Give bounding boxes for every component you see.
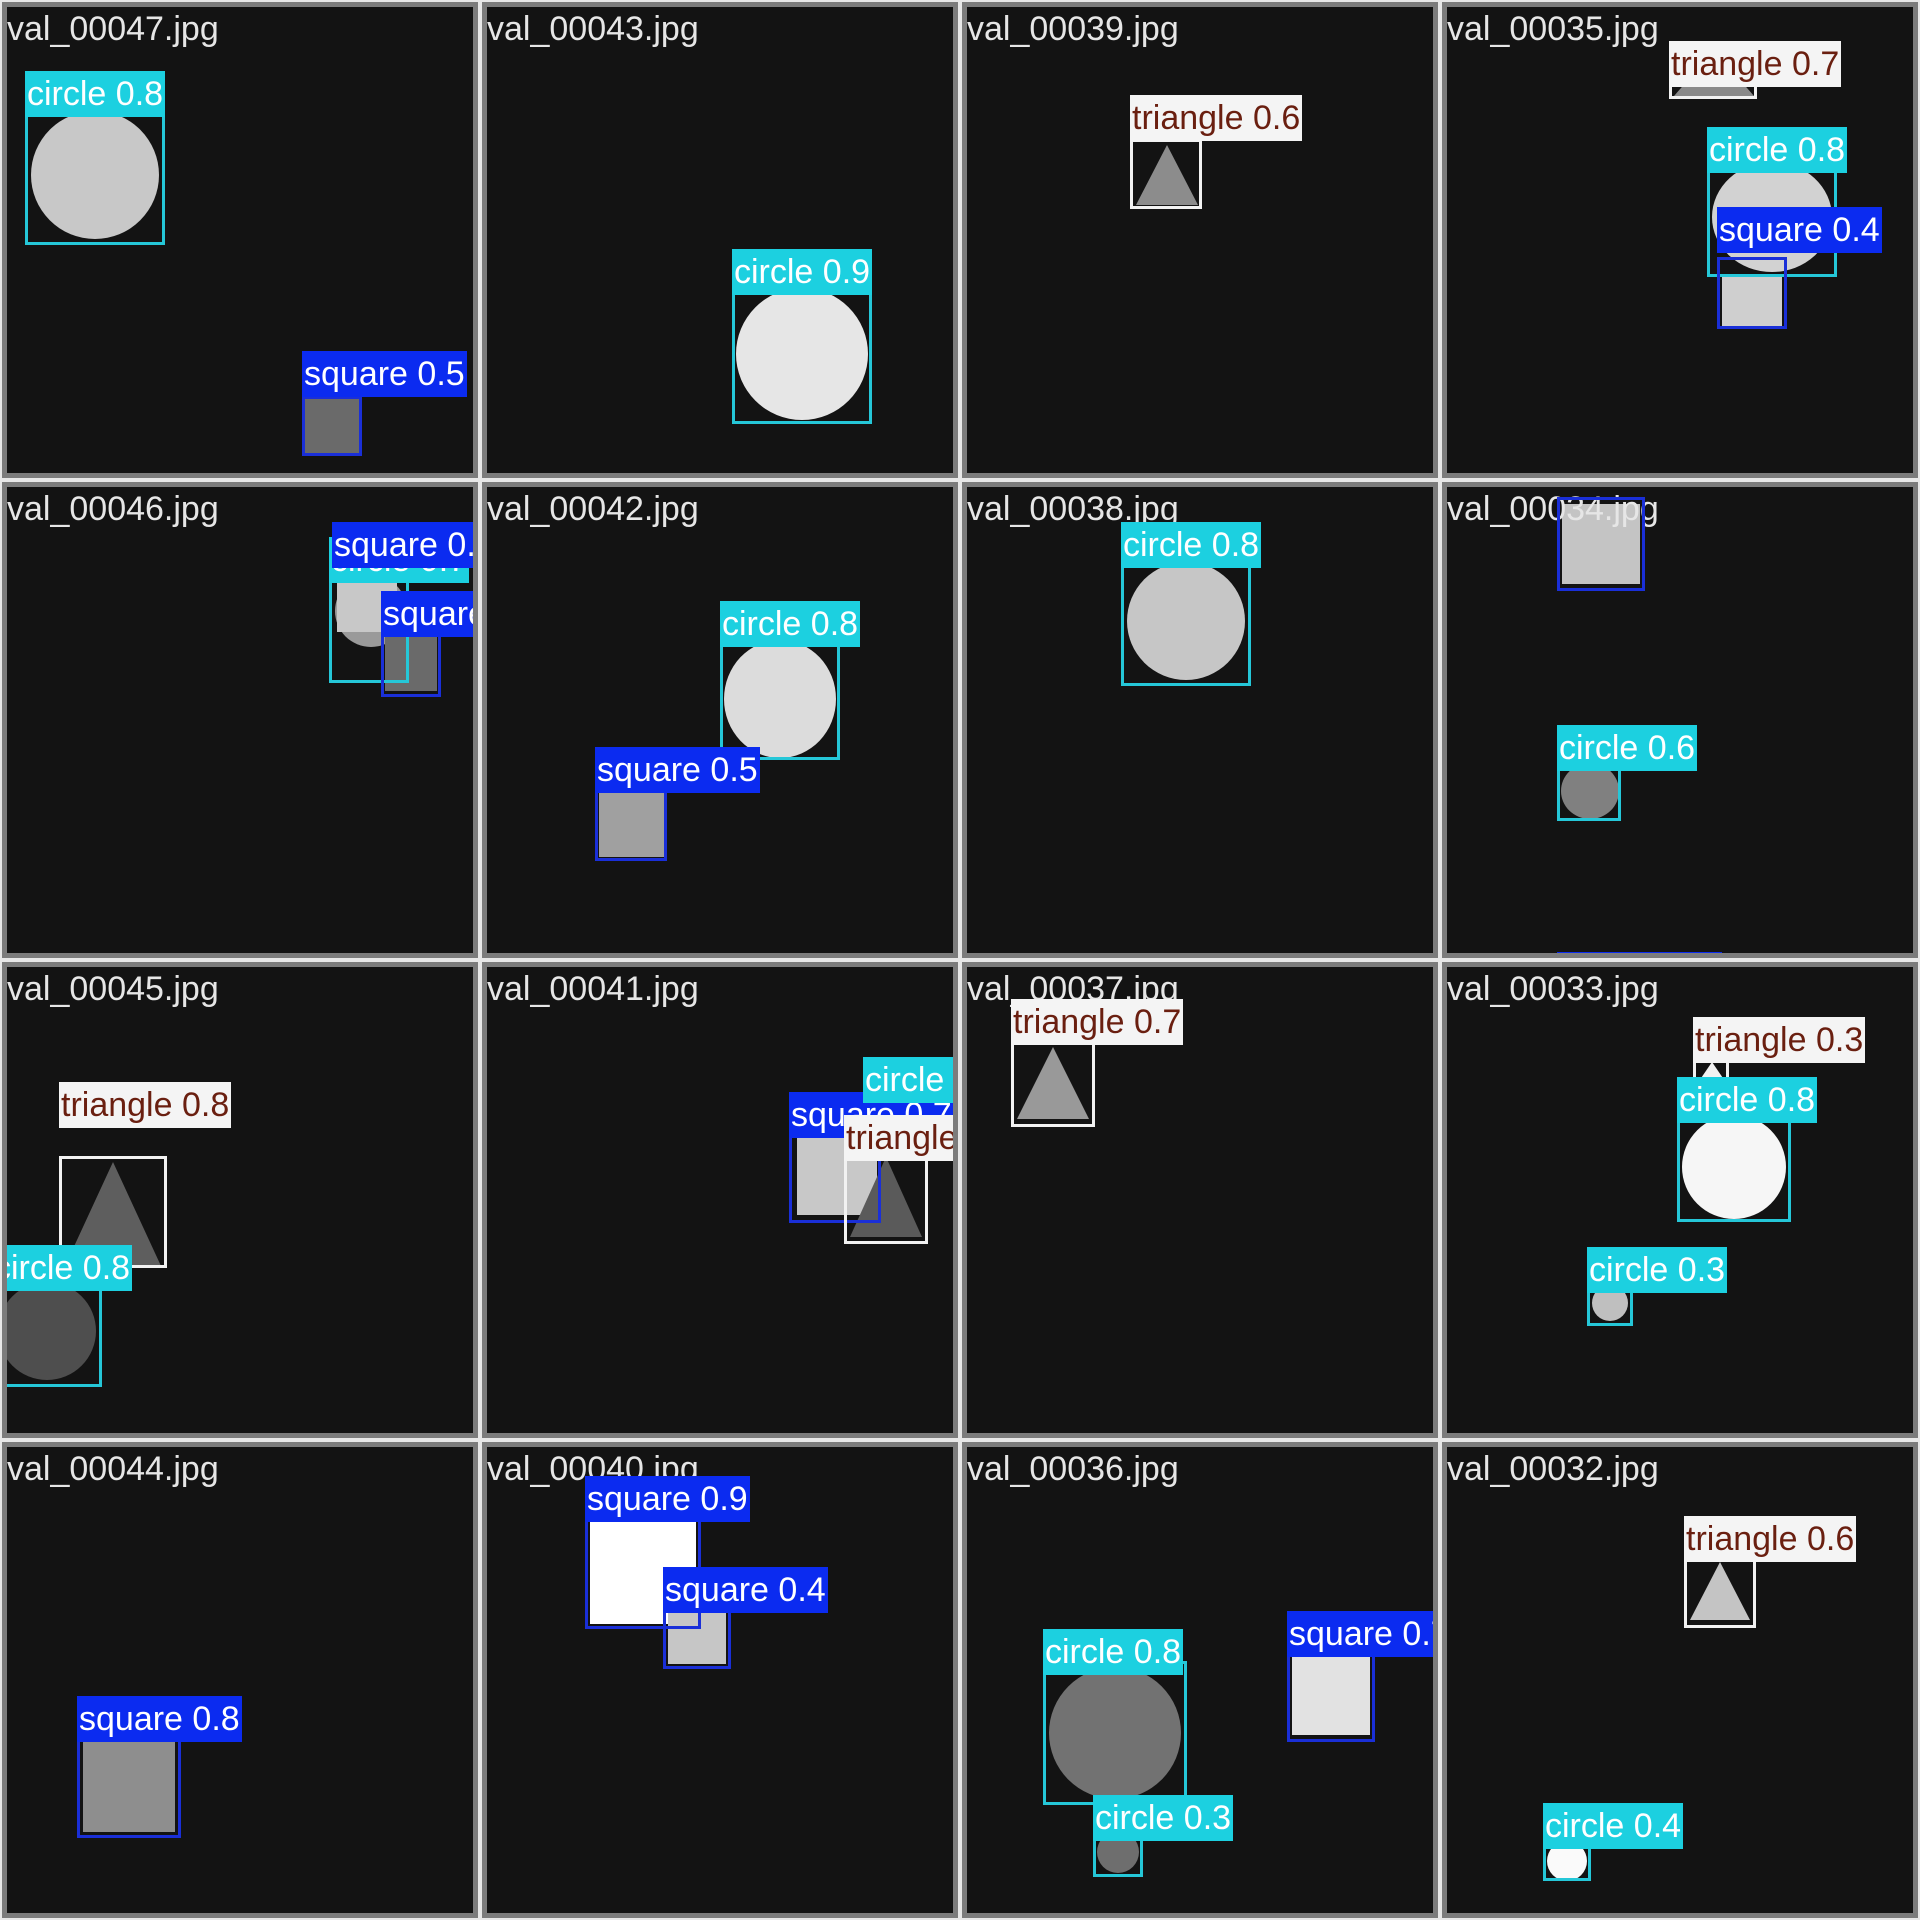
triangle-prediction-label: triangle 0.6 [1130, 95, 1303, 141]
square-prediction-label: square 0.5 [302, 351, 467, 397]
circle-object [31, 111, 159, 239]
triangle-prediction-label: triangle 0.8 [59, 1082, 232, 1128]
square-prediction-label: square 0.4 [1717, 207, 1882, 253]
mosaic-tile: val_00038.jpg circle 0.8 [960, 480, 1440, 960]
square-prediction-label: square 0.7 [332, 522, 473, 568]
square-prediction-label: square 0.9 [585, 1476, 750, 1522]
circle-prediction-label: circle 0.6 [1557, 725, 1698, 771]
circle-bounding-box [1677, 1110, 1791, 1222]
circle-object [724, 640, 836, 758]
tile-filename: val_00041.jpg [487, 970, 699, 1008]
mosaic-tile: val_00040.jpg square 0.9 square 0.4 [480, 1440, 960, 1920]
mosaic-tile: val_00033.jpg triangle 0.3 circle 0.8 circl… [1440, 960, 1920, 1440]
circle-prediction-label: circle 0.8 [1677, 1077, 1818, 1123]
mosaic-tile: val_00039.jpg triangle 0.6 [960, 0, 1440, 480]
circle-prediction-label: circle 0.8 [1121, 522, 1262, 568]
square-bounding-box [595, 787, 667, 861]
circle-object [1561, 763, 1619, 819]
circle-prediction-label: circle 0.4 [1543, 1803, 1684, 1849]
square-prediction-label: square 0.7 [1287, 1611, 1433, 1657]
circle-object [1127, 562, 1245, 680]
square-object [1562, 504, 1640, 584]
circle-bounding-box [732, 284, 872, 424]
circle-object [7, 1282, 96, 1380]
circle-object [1682, 1115, 1786, 1219]
triangle-prediction-label: triangle 0.3 [1693, 1017, 1866, 1063]
circle-object [736, 288, 868, 420]
square-object [83, 1740, 175, 1832]
triangle-bounding-box [1684, 1556, 1756, 1628]
mosaic-tile: val_00032.jpg triangle 0.6 circle 0.4 [1440, 1440, 1920, 1920]
square-bounding-box [663, 1605, 731, 1669]
tile-filename: val_00034.jpg [1447, 490, 1659, 528]
circle-prediction-label: circle 0.8 [720, 601, 861, 647]
square-bounding-box [1287, 1652, 1375, 1742]
mosaic-tile: val_00037.jpg triangle 0.7 [960, 960, 1440, 1440]
circle-prediction-label: circle 0.3 [1093, 1795, 1234, 1841]
circle-prediction-label: circle 0.8 [25, 71, 166, 117]
triangle-prediction-label: triangle 0.7 [1011, 999, 1184, 1045]
square-prediction-label: square 0.5 [595, 747, 760, 793]
square-prediction-label: square 0.7 [1557, 952, 1722, 953]
tile-filename: val_00039.jpg [967, 10, 1179, 48]
square-object [305, 399, 359, 453]
tile-filename: val_00043.jpg [487, 10, 699, 48]
circle-prediction-label: circle 0.8 [1707, 127, 1848, 173]
triangle-prediction-label: triangle 0.7 [1669, 41, 1842, 87]
tile-filename: val_00038.jpg [967, 490, 1179, 528]
square-object [599, 791, 665, 857]
circle-prediction-label: circle 0.8 [7, 1245, 133, 1291]
tile-filename: val_00047.jpg [7, 10, 219, 48]
circle-prediction-label: circle 0.9 [732, 249, 873, 295]
triangle-prediction-label: triangle 0.7 [844, 1115, 953, 1161]
square-prediction-label: square 0.4 [663, 1567, 828, 1613]
triangle-bounding-box [1011, 1041, 1095, 1127]
tile-filename: val_00046.jpg [7, 490, 219, 528]
triangle-bounding-box [844, 1152, 928, 1244]
circle-bounding-box [1043, 1661, 1187, 1805]
circle-bounding-box [720, 636, 840, 760]
mosaic-tile: val_00045.jpg triangle 0.8 circle 0.8 [0, 960, 480, 1440]
tile-filename: val_00033.jpg [1447, 970, 1659, 1008]
mosaic-tile: val_00035.jpg triangle 0.7 circle 0.8 squar… [1440, 0, 1920, 480]
tile-filename: val_00044.jpg [7, 1450, 219, 1488]
circle-prediction-label: circle 0.8 [1043, 1629, 1184, 1675]
square-bounding-box [77, 1734, 181, 1838]
square-prediction-label: square 0.8 [77, 1696, 242, 1742]
square-object [668, 1610, 726, 1664]
tile-filename: val_00045.jpg [7, 970, 219, 1008]
square-bounding-box [1717, 257, 1787, 329]
tile-filename: val_00036.jpg [967, 1450, 1179, 1488]
tile-filename: val_00035.jpg [1447, 10, 1659, 48]
square-object [1292, 1657, 1370, 1735]
tile-filename: val_00042.jpg [487, 490, 699, 528]
circle-prediction-label: circle 0.3 [863, 1057, 953, 1103]
circle-bounding-box [7, 1277, 102, 1387]
circle-object [1049, 1667, 1181, 1799]
triangle-bounding-box [1130, 139, 1202, 209]
square-bounding-box [1557, 497, 1645, 591]
square-prediction-label: square 0.3 [381, 591, 473, 637]
circle-prediction-label: circle 0.3 [1587, 1247, 1728, 1293]
square-object [1722, 277, 1782, 327]
circle-bounding-box [1121, 556, 1251, 686]
tile-filename: val_00032.jpg [1447, 1450, 1659, 1488]
circle-bounding-box [25, 105, 165, 245]
square-bounding-box [302, 396, 362, 456]
triangle-prediction-label: triangle 0.6 [1684, 1516, 1857, 1562]
